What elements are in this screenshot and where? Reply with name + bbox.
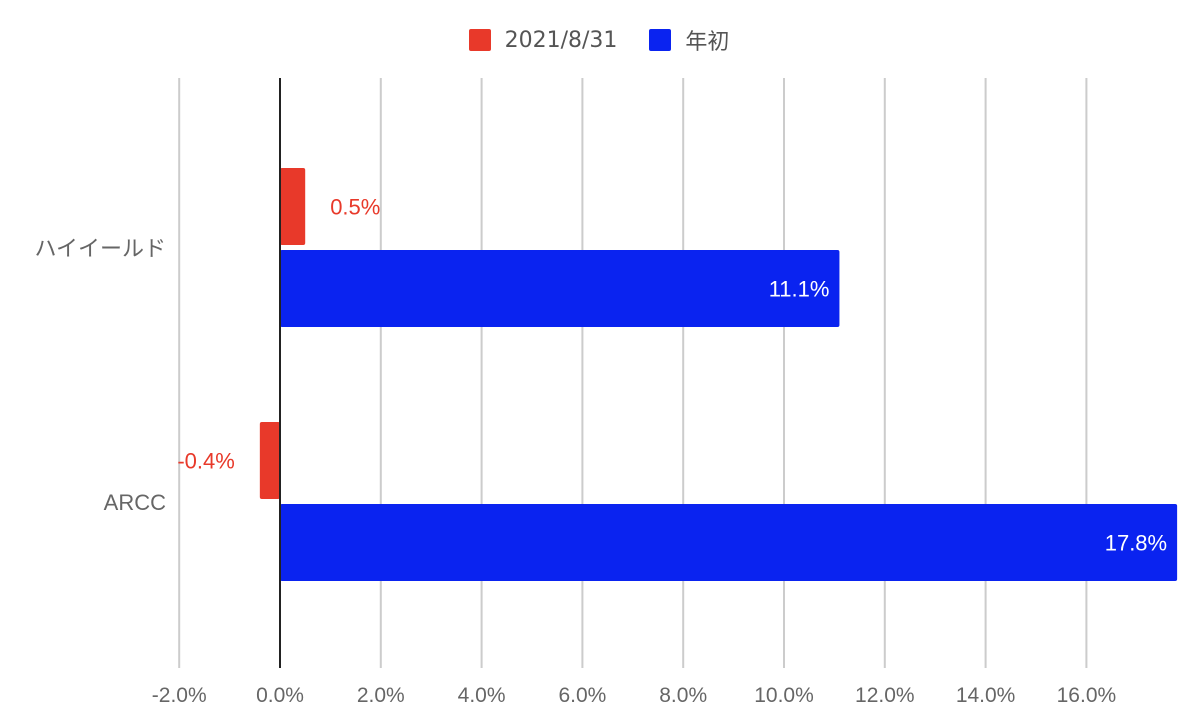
- legend-label-ytd: 年初: [685, 30, 730, 55]
- x-tick-label: 0.0%: [256, 684, 304, 707]
- x-tick-label: 10.0%: [754, 684, 814, 707]
- bar: [280, 250, 840, 327]
- bar: [259, 422, 280, 499]
- x-tick-label: 16.0%: [1057, 684, 1117, 707]
- bar: [280, 168, 306, 245]
- x-tick-label: 4.0%: [458, 684, 506, 707]
- data-label: 0.5%: [330, 195, 380, 220]
- x-tick-label: 14.0%: [956, 684, 1016, 707]
- legend-item-2021: 2021/8/31: [468, 27, 618, 53]
- x-tick-label: 6.0%: [558, 684, 606, 707]
- bar: [280, 504, 1178, 581]
- data-label: 11.1%: [769, 277, 830, 302]
- x-tick-label: 12.0%: [855, 684, 915, 707]
- data-label: -0.4%: [177, 449, 234, 474]
- legend-swatch-ytd: [649, 29, 672, 51]
- x-tick-label: 8.0%: [659, 684, 707, 707]
- legend: 2021/8/31 年初: [0, 24, 1198, 56]
- data-label: 17.8%: [1105, 531, 1167, 556]
- x-tick-label: 2.0%: [357, 684, 405, 707]
- legend-label-2021: 2021/8/31: [504, 27, 618, 53]
- legend-swatch-2021: [468, 29, 491, 51]
- category-label: ハイイールド: [34, 236, 166, 261]
- legend-item-ytd: 年初: [649, 24, 729, 56]
- x-tick-label: -2.0%: [152, 684, 207, 707]
- category-label: ARCC: [104, 490, 166, 515]
